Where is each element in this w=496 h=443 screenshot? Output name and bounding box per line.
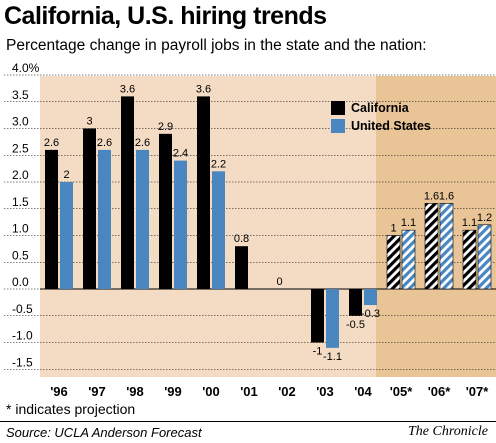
legend-label-california: California [351, 101, 410, 115]
bar-california [311, 289, 324, 343]
chart-legend: California United States [331, 101, 431, 133]
data-label-california: 0 [276, 276, 282, 288]
y-tick-label: 3.5 [12, 88, 29, 102]
data-label-united-states: 1.2 [477, 212, 492, 224]
data-label-united-states: 1.1 [401, 217, 416, 229]
x-tick-label: '02 [278, 384, 296, 399]
chart-subtitle: Percentage change in payroll jobs in the… [6, 37, 427, 54]
x-tick-label: '03 [316, 384, 334, 399]
bar-united-states [439, 203, 454, 290]
bar-california [235, 246, 248, 289]
y-tick-label: -0.5 [12, 302, 33, 316]
data-label-united-states: 2.2 [211, 158, 226, 170]
bar-california [462, 229, 477, 290]
bar-united-states [477, 224, 492, 290]
data-label-california: 0.8 [234, 233, 249, 245]
data-label-united-states: -0.3 [361, 308, 380, 320]
footer-divider [0, 421, 496, 422]
x-tick-label: '00 [202, 384, 220, 399]
bar-california [159, 133, 172, 289]
source-text: Source: UCLA Anderson Forecast [6, 425, 202, 440]
data-label-california: -0.5 [346, 319, 365, 331]
x-tick-label: '01 [240, 384, 258, 399]
x-tick-label: '07* [466, 384, 490, 399]
data-label-california: 2.9 [158, 121, 173, 133]
x-tick-label: '05* [390, 384, 414, 399]
data-label-california: 3.6 [196, 83, 211, 95]
data-label-california: 2.6 [44, 137, 59, 149]
y-tick-label: 3.0 [12, 115, 29, 129]
legend-label-united-states: United States [351, 119, 431, 133]
data-label-california: 3 [86, 116, 92, 128]
bar-united-states [212, 171, 225, 289]
y-tick-label: 1.0 [12, 222, 29, 236]
data-label-california: 1.1 [462, 217, 477, 229]
x-tick-label: '04 [354, 384, 372, 399]
bar-united-states [174, 160, 187, 289]
data-label-united-states: 2.6 [97, 137, 112, 149]
credit-logo: The Chronicle [408, 424, 488, 439]
data-label-california: -1 [313, 346, 323, 358]
data-label-california: 3.6 [120, 83, 135, 95]
x-tick-label: '06* [428, 384, 452, 399]
bar-california [121, 96, 134, 290]
data-label-united-states: 2 [63, 169, 69, 181]
data-label-california: 1.6 [424, 190, 439, 202]
y-tick-label: 0.5 [12, 248, 29, 262]
bar-united-states [326, 289, 339, 348]
bar-california [197, 96, 210, 290]
x-tick-label: '97 [88, 384, 106, 399]
bar-united-states [401, 229, 416, 290]
legend-swatch-united-states [331, 119, 345, 133]
bar-united-states [98, 149, 111, 289]
bar-california [386, 235, 401, 290]
data-label-united-states: 1.6 [439, 190, 454, 202]
y-tick-label: 1.5 [12, 195, 29, 209]
bar-california [349, 289, 362, 316]
data-label-california: 1 [390, 223, 396, 235]
bar-united-states [136, 149, 149, 289]
x-tick-label: '98 [126, 384, 144, 399]
data-label-united-states: -1.1 [323, 351, 342, 363]
bar-united-states [60, 182, 73, 289]
footnote: * indicates projection [6, 401, 136, 417]
legend-swatch-california [331, 101, 345, 115]
x-tick-label: '99 [164, 384, 182, 399]
data-label-united-states: 2.6 [135, 137, 150, 149]
y-tick-label: 4.0% [12, 61, 40, 75]
bar-california [83, 128, 96, 289]
bar-chart: 4.0% 3.5 3.0 2.5 2.0 1.5 1.0 0.5 0.0 -0.5 -1.0 -1.5… [4, 61, 496, 399]
bar-california [424, 203, 439, 290]
y-tick-label: 0.0 [12, 275, 29, 289]
y-tick-label: -1.5 [12, 355, 33, 369]
y-tick-label: -1.0 [12, 329, 33, 343]
bar-united-states [364, 289, 377, 306]
x-tick-label: '96 [50, 384, 68, 399]
y-tick-label: 2.5 [12, 141, 29, 155]
bar-california [45, 149, 58, 289]
page-title: California, U.S. hiring trends [4, 2, 327, 30]
y-tick-label: 2.0 [12, 168, 29, 182]
data-label-united-states: 2.4 [173, 148, 188, 160]
